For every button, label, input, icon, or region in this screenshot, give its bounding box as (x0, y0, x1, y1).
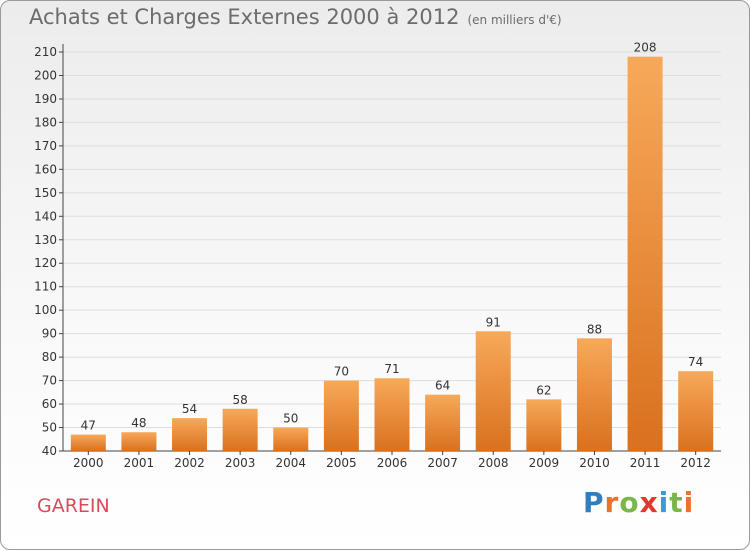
x-tick-label: 2009 (529, 456, 560, 470)
data-label: 50 (283, 412, 298, 426)
x-tick-label: 2007 (427, 456, 458, 470)
y-tick-label: 70 (42, 374, 57, 388)
bar (678, 371, 714, 451)
data-label: 58 (233, 393, 248, 407)
y-tick-label: 100 (34, 303, 57, 317)
data-label: 88 (587, 322, 602, 336)
data-label: 48 (131, 416, 146, 430)
bar (374, 378, 410, 451)
y-tick-label: 160 (34, 162, 57, 176)
data-label: 54 (182, 402, 197, 416)
y-tick-label: 210 (34, 45, 57, 59)
data-label: 91 (486, 315, 501, 329)
y-tick-label: 170 (34, 139, 57, 153)
y-tick-label: 90 (42, 327, 57, 341)
y-tick-label: 50 (42, 421, 57, 435)
x-tick-label: 2006 (377, 456, 408, 470)
y-tick-label: 120 (34, 256, 57, 270)
x-tick-label: 2012 (680, 456, 711, 470)
y-tick-label: 40 (42, 444, 57, 458)
y-tick-label: 200 (34, 68, 57, 82)
data-label: 74 (688, 355, 703, 369)
logo-letter: x (639, 486, 659, 519)
y-tick-label: 60 (42, 397, 57, 411)
x-tick-label: 2000 (73, 456, 104, 470)
y-tick-label: 110 (34, 280, 57, 294)
data-label: 208 (634, 41, 657, 55)
data-label: 64 (435, 379, 450, 393)
data-label: 47 (81, 419, 96, 433)
logo-letter: o (619, 486, 640, 519)
title-unit: (en milliers d'€) (467, 13, 562, 27)
y-tick-label: 140 (34, 209, 57, 223)
x-tick-label: 2005 (326, 456, 357, 470)
proxiti-logo: Proxiti (583, 486, 694, 519)
x-tick-label: 2011 (630, 456, 661, 470)
bar (425, 394, 461, 451)
x-tick-label: 2008 (478, 456, 509, 470)
x-tick-label: 2002 (174, 456, 205, 470)
y-tick-label: 150 (34, 186, 57, 200)
bar (475, 331, 511, 451)
logo-letter: i (683, 486, 695, 519)
bar (627, 56, 663, 451)
y-tick-label: 180 (34, 115, 57, 129)
x-tick-label: 2003 (225, 456, 256, 470)
data-label: 70 (334, 365, 349, 379)
bar (273, 427, 309, 451)
x-tick-label: 2004 (275, 456, 306, 470)
bar (172, 418, 208, 451)
bar (121, 432, 157, 451)
bar (222, 408, 258, 451)
commune-name: GAREIN (37, 495, 110, 517)
data-label: 71 (384, 362, 399, 376)
y-tick-label: 190 (34, 92, 57, 106)
logo-letter: r (604, 486, 620, 519)
bar (323, 380, 359, 451)
bar (526, 399, 562, 451)
y-tick-label: 80 (42, 350, 57, 364)
chart-title: Achats et Charges Externes 2000 à 2012 (e… (29, 5, 562, 29)
bar (70, 434, 106, 451)
bar (576, 338, 612, 451)
logo-letter: P (583, 486, 605, 519)
title-text: Achats et Charges Externes 2000 à 2012 (29, 5, 460, 29)
data-label: 62 (536, 383, 551, 397)
x-tick-label: 2001 (124, 456, 155, 470)
logo-letter: t (669, 486, 684, 519)
x-tick-label: 2010 (579, 456, 610, 470)
logo-letter: i (658, 486, 670, 519)
y-tick-label: 130 (34, 233, 57, 247)
